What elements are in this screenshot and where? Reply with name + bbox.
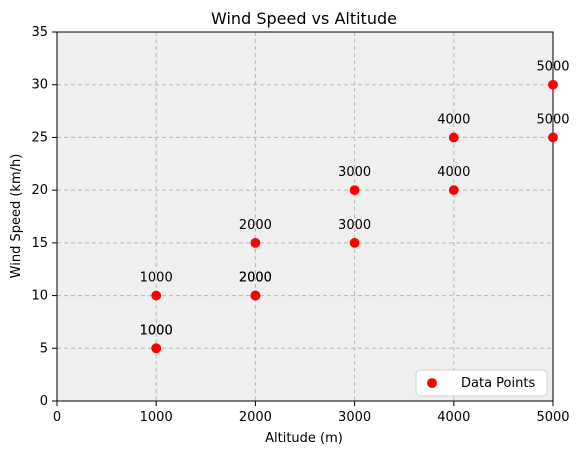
data-point-11 xyxy=(548,79,558,90)
data-point-label-3: 2000 xyxy=(239,271,272,286)
y-tick-label-4: 20 xyxy=(31,183,48,198)
data-point-6 xyxy=(349,237,360,248)
data-point-label-8: 4000 xyxy=(437,165,470,180)
x-tick-label-0: 0 xyxy=(53,410,61,425)
y-tick-label-0: 0 xyxy=(40,394,48,409)
data-point-10 xyxy=(548,132,558,143)
data-point-label-6: 3000 xyxy=(338,218,371,233)
chart-title: Wind Speed vs Altitude xyxy=(211,9,397,28)
data-point-8 xyxy=(448,185,459,196)
plot-area xyxy=(57,32,553,401)
y-tick-label-3: 15 xyxy=(31,236,48,251)
x-tick-label-2: 2000 xyxy=(239,410,272,425)
y-axis-label: Wind Speed (km/h) xyxy=(9,154,24,279)
y-tick-label-1: 5 xyxy=(40,341,48,356)
data-point-4 xyxy=(250,290,261,301)
legend-box xyxy=(415,369,548,397)
y-tick-label-5: 25 xyxy=(31,130,48,145)
data-point-label-5: 2000 xyxy=(239,218,272,233)
data-point-label-0: 1000 xyxy=(140,323,173,338)
data-point-label-1: 1000 xyxy=(140,323,173,338)
data-point-label-7: 3000 xyxy=(338,165,371,180)
axes xyxy=(56,31,554,402)
x-axis-label: Altitude (m) xyxy=(265,431,343,446)
y-tick-label-6: 30 xyxy=(31,78,48,93)
plot-frame xyxy=(56,31,554,402)
data-point-2 xyxy=(151,290,162,301)
data-point-9 xyxy=(448,132,459,143)
data-point-5 xyxy=(250,237,261,248)
x-tick-label-5: 5000 xyxy=(536,410,569,425)
x-tick-label-3: 3000 xyxy=(338,410,371,425)
data-point-label-11: 5000 xyxy=(536,60,569,75)
legend-marker xyxy=(427,378,437,388)
y-tick-label-2: 10 xyxy=(31,289,48,304)
x-tick-label-1: 1000 xyxy=(140,410,173,425)
ticks: 0 1000 2000 3000 4000 5000 0 5 10 15 20 25 30 35 xyxy=(31,25,569,425)
data-point-1 xyxy=(151,343,162,354)
y-tick-label-7: 35 xyxy=(31,25,48,40)
legend: Data Points xyxy=(415,369,548,397)
data-point-7 xyxy=(349,185,360,196)
x-tick-label-4: 4000 xyxy=(437,410,470,425)
data-points xyxy=(151,79,558,354)
data-point-label-10: 5000 xyxy=(536,112,569,127)
data-point-label-2: 1000 xyxy=(140,271,173,286)
data-point-label-9: 4000 xyxy=(437,112,470,127)
data-point-label-4: 2000 xyxy=(239,271,272,286)
legend-label: Data Points xyxy=(461,376,535,391)
